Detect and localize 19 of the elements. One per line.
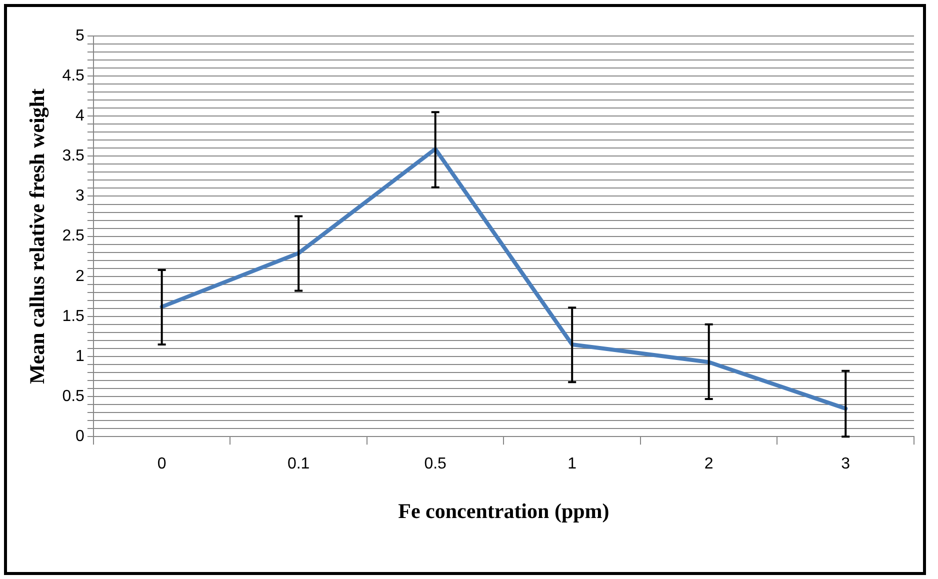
- y-tick-label: 4: [76, 108, 85, 125]
- x-tick-label: 1: [568, 456, 577, 473]
- x-tick-label: 2: [704, 456, 714, 473]
- y-tick-label: 4.5: [62, 67, 85, 84]
- y-tick-label: 1: [76, 348, 85, 365]
- y-tick-label: 0: [76, 428, 85, 446]
- x-tick-label: 0.1: [287, 456, 310, 473]
- y-tick-label: 2: [76, 268, 85, 285]
- y-tick-label: 5: [76, 27, 85, 44]
- x-tick-label: 0: [157, 456, 166, 473]
- y-tick-label: 2.5: [62, 228, 85, 245]
- y-tick-label: 0.5: [62, 388, 85, 405]
- x-axis-title: Fe concentration (ppm): [398, 498, 610, 523]
- x-tick-label: 3: [841, 456, 850, 473]
- y-tick-label: 3.5: [62, 148, 85, 165]
- y-tick-label: 1.5: [62, 308, 85, 325]
- y-axis-title: Mean callus relative fresh weight: [25, 88, 50, 384]
- y-tick-label: 3: [76, 188, 85, 205]
- x-tick-label: 0.5: [424, 456, 447, 473]
